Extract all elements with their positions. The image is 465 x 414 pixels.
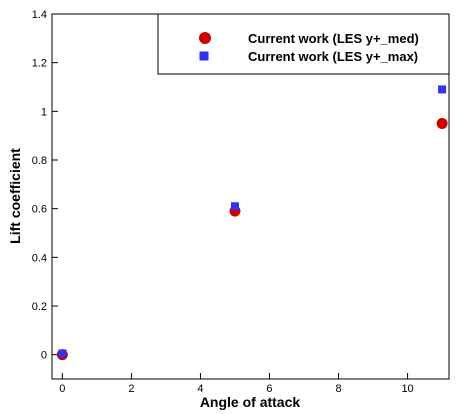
x-axis-ticks: 0 2 4 6 8 10	[59, 373, 414, 395]
x-axis-label: Angle of attack	[200, 394, 301, 410]
legend-marker-med	[199, 32, 211, 44]
y-tick-label: 0.8	[32, 155, 47, 167]
x-tick-label: 8	[335, 383, 341, 395]
legend-frame	[157, 14, 449, 75]
x-tick-label: 2	[128, 383, 134, 395]
x-tick-label: 4	[197, 383, 203, 395]
y-axis-label: Lift coefficient	[7, 148, 23, 244]
y-tick-label: 0.2	[32, 301, 47, 313]
plot-frame	[51, 13, 450, 380]
x-tick-label: 6	[266, 383, 272, 395]
y-tick-label: 1.4	[32, 9, 47, 21]
x-tick-label: 10	[401, 383, 413, 395]
legend: Current work (LES y+_med) Current work (…	[157, 14, 449, 75]
data-point-max	[438, 85, 447, 94]
y-tick-label: 0	[41, 350, 47, 362]
legend-label-max: Current work (LES y+_max)	[248, 49, 418, 64]
y-tick-label: 1	[41, 106, 47, 118]
x-tick-label: 0	[59, 383, 65, 395]
legend-label-med: Current work (LES y+_med)	[248, 31, 419, 46]
y-tick-label: 0.6	[32, 204, 47, 216]
y-tick-label: 1.2	[32, 58, 47, 70]
data-points	[56, 85, 448, 361]
legend-marker-max	[199, 51, 209, 61]
y-tick-label: 0.4	[32, 252, 47, 264]
y-axis-ticks: 0 0.2 0.4 0.6 0.8 1 1.2 1.4	[32, 9, 58, 362]
data-point-max	[230, 202, 239, 211]
data-point-max	[58, 349, 67, 358]
data-point-med	[436, 118, 448, 129]
